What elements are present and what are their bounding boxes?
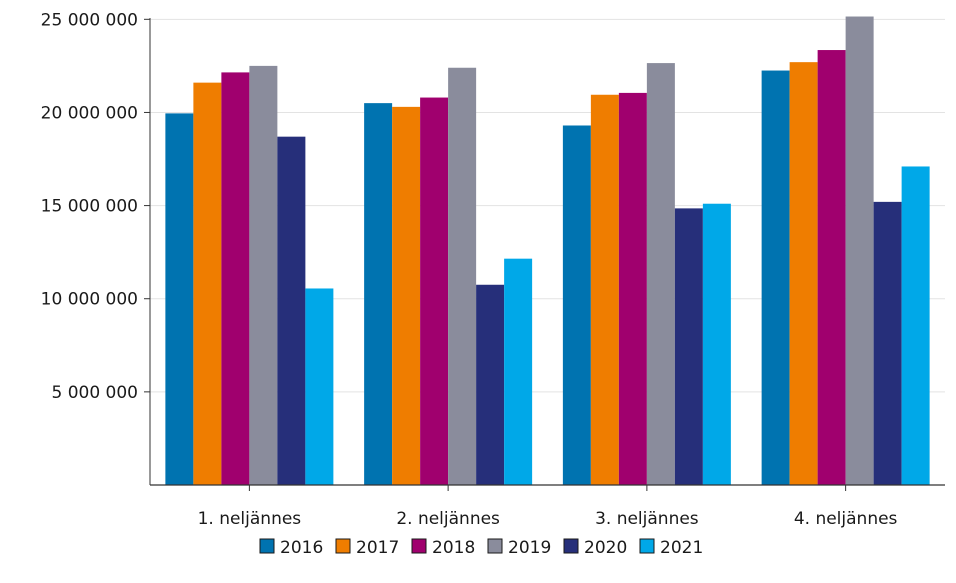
legend-swatch-2016 <box>259 538 275 554</box>
bar-2018 <box>221 72 250 485</box>
bar-2020 <box>277 136 306 485</box>
y-tick-labels: 5 000 000 10 000 000 15 000 000 20 000 000 2… <box>41 10 138 403</box>
bar-2017 <box>193 82 222 485</box>
bar-2019 <box>845 16 874 486</box>
x-category-label: 4. neljännes <box>794 509 898 529</box>
x-category-label: 1. neljännes <box>198 509 302 529</box>
bar-2018 <box>817 50 846 486</box>
bar-2021 <box>702 203 731 485</box>
bar-2016 <box>165 113 194 485</box>
y-tick-label: 10 000 000 <box>41 290 138 310</box>
bar-2017 <box>789 62 818 486</box>
bars <box>165 16 930 486</box>
y-tick-label: 15 000 000 <box>41 197 138 217</box>
axes <box>144 18 945 491</box>
bar-2016 <box>761 70 790 485</box>
bar-2019 <box>249 65 278 485</box>
legend-label-2020: 2020 <box>584 538 627 558</box>
legend-swatch-2019 <box>487 538 503 554</box>
bar-2020 <box>476 284 505 485</box>
bar-2017 <box>590 94 619 485</box>
x-category-labels: 1. neljännes 2. neljännes 3. neljännes 4. n… <box>198 509 898 529</box>
legend-swatch-2018 <box>411 538 427 554</box>
bar-2019 <box>448 67 477 486</box>
bar-2021 <box>305 288 334 485</box>
legend-label-2018: 2018 <box>432 538 475 558</box>
bar-2019 <box>646 63 675 486</box>
bar-2020 <box>674 208 703 485</box>
bar-2018 <box>618 92 647 486</box>
bar-2016 <box>562 125 591 485</box>
legend-swatch-2021 <box>639 538 655 554</box>
bar-2016 <box>364 103 393 485</box>
legend: 2016 2017 2018 2019 2020 2021 <box>259 538 703 558</box>
bar-2021 <box>504 258 533 485</box>
bar-2017 <box>392 106 421 486</box>
legend-swatch-2017 <box>335 538 351 554</box>
legend-label-2019: 2019 <box>508 538 551 558</box>
bar-2021 <box>901 166 930 485</box>
bar-2020 <box>873 201 902 486</box>
y-tick-label: 5 000 000 <box>51 383 138 403</box>
legend-label-2016: 2016 <box>280 538 323 558</box>
y-tick-label: 25 000 000 <box>41 10 138 30</box>
x-category-label: 2. neljännes <box>396 509 500 529</box>
y-tick-label: 20 000 000 <box>41 103 138 123</box>
legend-label-2021: 2021 <box>660 538 703 558</box>
bar-2018 <box>420 97 449 486</box>
legend-label-2017: 2017 <box>356 538 399 558</box>
x-category-label: 3. neljännes <box>595 509 699 529</box>
legend-swatch-2020 <box>563 538 579 554</box>
